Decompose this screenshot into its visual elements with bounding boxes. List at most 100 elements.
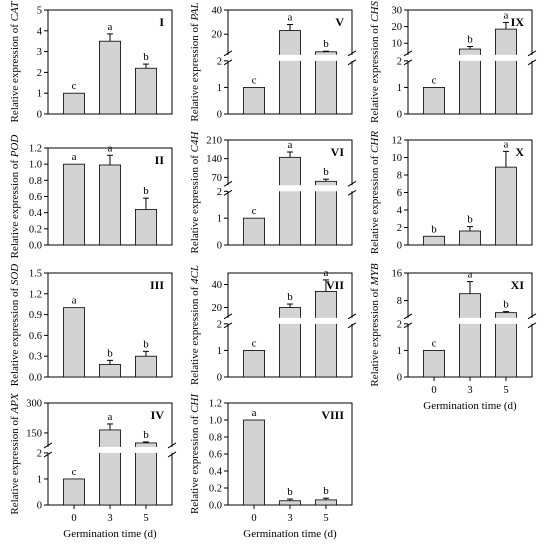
bar bbox=[423, 350, 445, 378]
x-axis-label: Germination time (d) bbox=[243, 528, 337, 540]
y-tick-label: 1 bbox=[217, 83, 222, 94]
panel-label: I bbox=[159, 15, 164, 29]
bar bbox=[63, 307, 85, 378]
y-tick-label: 10 bbox=[392, 39, 403, 50]
significance-letter: b bbox=[467, 214, 473, 226]
y-tick-label: 0 bbox=[37, 501, 42, 512]
x-tick-label: 5 bbox=[323, 513, 328, 524]
x-tick-label: 3 bbox=[467, 385, 472, 396]
bar bbox=[315, 499, 337, 506]
axis-break-mark bbox=[167, 442, 177, 449]
axis-break-mark bbox=[527, 322, 537, 329]
y-axis-label-gene: CHI bbox=[189, 393, 201, 413]
y-tick-label: 8 bbox=[397, 171, 402, 182]
y-tick-label: 0.0 bbox=[29, 241, 42, 252]
significance-letter: a bbox=[108, 21, 113, 33]
plot-frame-upper bbox=[407, 272, 533, 318]
y-axis-label: Relative expression of POD bbox=[9, 135, 21, 259]
y-tick-label: 210 bbox=[206, 136, 222, 147]
y-axis-label: Relative expression of PAL bbox=[189, 2, 201, 121]
bar bbox=[99, 364, 121, 378]
bar bbox=[459, 230, 481, 246]
panel-label: IV bbox=[151, 408, 165, 422]
panel-II: 0.0 0.2 0.4 0.6 0.8 1.0 1.2 a a b II Relative expre… bbox=[9, 135, 173, 259]
y-tick-label: 2 bbox=[37, 68, 42, 79]
y-axis-label-prefix: Relative expression of bbox=[189, 21, 201, 122]
x-tick-label: 3 bbox=[287, 513, 292, 524]
axis-break-mark bbox=[347, 313, 357, 320]
axis-break-mark bbox=[43, 451, 53, 458]
bar-break-gap bbox=[314, 317, 338, 324]
significance-letter: b bbox=[143, 338, 149, 350]
y-tick-label: 1.0 bbox=[29, 160, 42, 171]
y-tick-label: 2 bbox=[397, 223, 402, 234]
y-tick-label: 0 bbox=[397, 241, 402, 252]
y-axis-label: Relative expression of CHS bbox=[369, 1, 381, 123]
x-tick-label: 5 bbox=[143, 513, 148, 524]
bar bbox=[495, 166, 517, 246]
significance-letter: a bbox=[324, 267, 329, 279]
panel-VIII: 0.0 0.2 0.4 0.6 0.8 1.0 1.2 a b b VIII Relative exp… bbox=[189, 393, 353, 540]
significance-letter: b bbox=[431, 223, 437, 235]
y-axis-label-prefix: Relative expression of bbox=[9, 157, 21, 258]
y-axis-label: Relative expression of CAT bbox=[9, 1, 21, 123]
axis-break-mark bbox=[527, 313, 537, 320]
y-tick-label: 2 bbox=[217, 56, 222, 67]
significance-letter: c bbox=[252, 74, 257, 86]
y-tick-label: 1 bbox=[217, 346, 222, 357]
y-tick-label: 0.8 bbox=[29, 176, 42, 187]
y-tick-label: 0.8 bbox=[209, 433, 222, 444]
y-axis-label: Relative expression of SOD bbox=[9, 264, 21, 387]
axis-break-mark bbox=[223, 189, 233, 196]
significance-letter: b bbox=[143, 185, 149, 197]
significance-letter: c bbox=[252, 205, 257, 217]
axis-break-mark bbox=[403, 59, 413, 66]
bar bbox=[63, 163, 85, 246]
y-tick-label: 0 bbox=[397, 110, 402, 121]
bar-break-gap bbox=[458, 317, 482, 324]
y-axis-label-gene: SOD bbox=[9, 264, 21, 285]
panel-I: 0 1 2 3 4 5 c a b I Relative expression of CAT bbox=[9, 1, 173, 123]
plot-frame-upper bbox=[227, 139, 353, 186]
y-tick-label: 2 bbox=[217, 187, 222, 198]
axis-break-mark bbox=[403, 322, 413, 329]
y-axis-label: Relative expression of 4CL bbox=[189, 265, 201, 385]
y-tick-label: 16 bbox=[392, 269, 403, 280]
y-axis-label-prefix: Relative expression of bbox=[369, 285, 381, 386]
significance-letter: b bbox=[323, 485, 329, 497]
x-tick-label: 0 bbox=[71, 513, 76, 524]
significance-letter: a bbox=[468, 269, 473, 281]
y-tick-label: 4 bbox=[397, 206, 403, 217]
y-tick-label: 1 bbox=[397, 346, 402, 357]
y-axis-label-prefix: Relative expression of bbox=[9, 414, 21, 515]
y-tick-label: 0 bbox=[397, 373, 402, 384]
y-axis-label-gene: C4H bbox=[189, 130, 201, 152]
axis-break-mark bbox=[223, 50, 233, 57]
bar bbox=[423, 235, 445, 246]
bar bbox=[279, 500, 301, 506]
y-tick-label: 0 bbox=[217, 241, 222, 252]
y-tick-label: 0 bbox=[37, 110, 42, 121]
axis-break-mark bbox=[527, 59, 537, 66]
y-axis-label: Relative expression of CHI bbox=[189, 393, 201, 514]
bar bbox=[279, 30, 301, 115]
y-axis-label: Relative expression of APX bbox=[9, 392, 21, 515]
bar bbox=[99, 164, 121, 246]
y-tick-label: 2 bbox=[37, 448, 42, 459]
y-tick-label: 2 bbox=[217, 319, 222, 330]
panel-label: XI bbox=[511, 278, 525, 292]
bar-break-gap bbox=[494, 317, 518, 324]
bar bbox=[99, 40, 121, 115]
significance-letter: b bbox=[503, 299, 509, 311]
significance-letter: b bbox=[467, 34, 473, 46]
y-tick-label: 1 bbox=[397, 83, 402, 94]
significance-letter: c bbox=[72, 80, 77, 92]
y-axis-label-gene: CHR bbox=[369, 131, 381, 153]
axis-break-mark bbox=[347, 180, 357, 187]
significance-letter: b bbox=[107, 347, 113, 359]
significance-letter: c bbox=[252, 337, 257, 349]
x-tick-label: 0 bbox=[431, 385, 436, 396]
y-tick-label: 1 bbox=[37, 89, 42, 100]
panel-label: VII bbox=[326, 278, 344, 292]
